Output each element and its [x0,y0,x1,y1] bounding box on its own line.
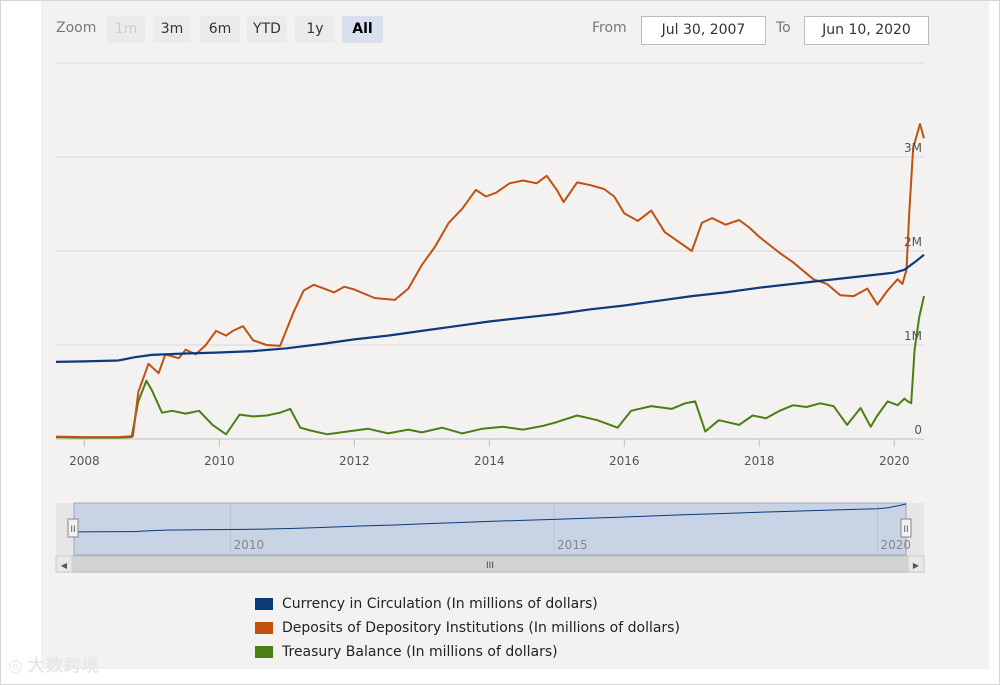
navigator-tick-label: 2015 [557,538,588,552]
x-tick-label: 2008 [69,454,100,468]
y-tick-label: 1M [904,329,922,343]
zoom-3m-button[interactable]: 3m [153,16,191,43]
legend-item-deposits[interactable]: Deposits of Depository Institutions (In … [255,616,680,640]
x-tick-label: 2016 [609,454,640,468]
navigator-window[interactable] [73,502,907,556]
scroll-left-arrow-icon: ◀ [61,561,68,570]
watermark: ◎ 大数跨境 [8,651,100,676]
navigator-ticks: 2010 2015 2020 [230,503,912,555]
zoom-1y-button[interactable]: 1y [295,16,335,43]
x-tick-label: 2012 [339,454,370,468]
series-line-treasury [55,295,925,439]
y-tick-label: 3M [904,141,922,155]
main-chart[interactable]: 0 1M 2M 3M 2008 2010 2012 2014 2016 2018 2020 [0,0,1000,480]
x-tick-label: 2018 [744,454,775,468]
x-tick-label: 2010 [204,454,235,468]
navigator-left-handle[interactable] [67,518,79,538]
watermark-logo-icon: ◎ [8,656,24,676]
legend-label-currency: Currency in Circulation (In millions of … [282,596,598,612]
scroll-right-arrow-icon: ▶ [913,561,920,570]
watermark-text: 大数跨境 [27,656,100,676]
x-tick-label: 2020 [879,454,910,468]
zoom-ytd-button[interactable]: YTD [247,16,287,43]
from-date-input[interactable] [641,16,766,45]
zoom-1m-button[interactable]: 1m [107,16,145,43]
series-layer [55,123,925,439]
navigator-series-line [73,503,907,533]
legend-swatch-treasury [255,646,273,658]
y-tick-label: 0 [914,423,922,437]
legend-swatch-currency [255,598,273,610]
navigator-tick-label: 2010 [234,538,265,552]
legend: Currency in Circulation (In millions of … [255,592,680,664]
legend-swatch-deposits [255,622,273,634]
legend-item-treasury[interactable]: Treasury Balance (In millions of dollars… [255,640,680,664]
legend-label-deposits: Deposits of Depository Institutions (In … [282,620,680,636]
grid-layer [56,62,924,440]
scroll-left-button[interactable] [55,555,73,573]
scrollbar-grip: III [486,561,494,571]
x-tick-label: 2014 [474,454,505,468]
navigator-right-handle-grip: II [903,525,908,535]
zoom-all-button[interactable]: All [342,16,383,43]
to-date-input[interactable] [804,16,929,45]
legend-item-currency[interactable]: Currency in Circulation (In millions of … [255,592,680,616]
navigator-right-handle[interactable] [900,518,912,538]
series-line-deposits [55,123,925,439]
y-tick-label: 2M [904,235,922,249]
legend-label-treasury: Treasury Balance (In millions of dollars… [282,644,558,660]
axis-layer: 0 1M 2M 3M 2008 2010 2012 2014 2016 2018 2020 [69,141,922,468]
navigator[interactable]: 2010 2015 2020 II II III ◀ ▶ [0,500,1000,580]
navigator-left-handle-grip: II [70,525,75,535]
zoom-6m-button[interactable]: 6m [200,16,240,43]
zoom-label: Zoom [56,20,97,36]
to-label: To [776,20,791,36]
scroll-right-button[interactable] [907,555,925,573]
series-line-currency [55,253,925,363]
navigator-tick-label: 2020 [881,538,912,552]
from-label: From [592,20,627,36]
